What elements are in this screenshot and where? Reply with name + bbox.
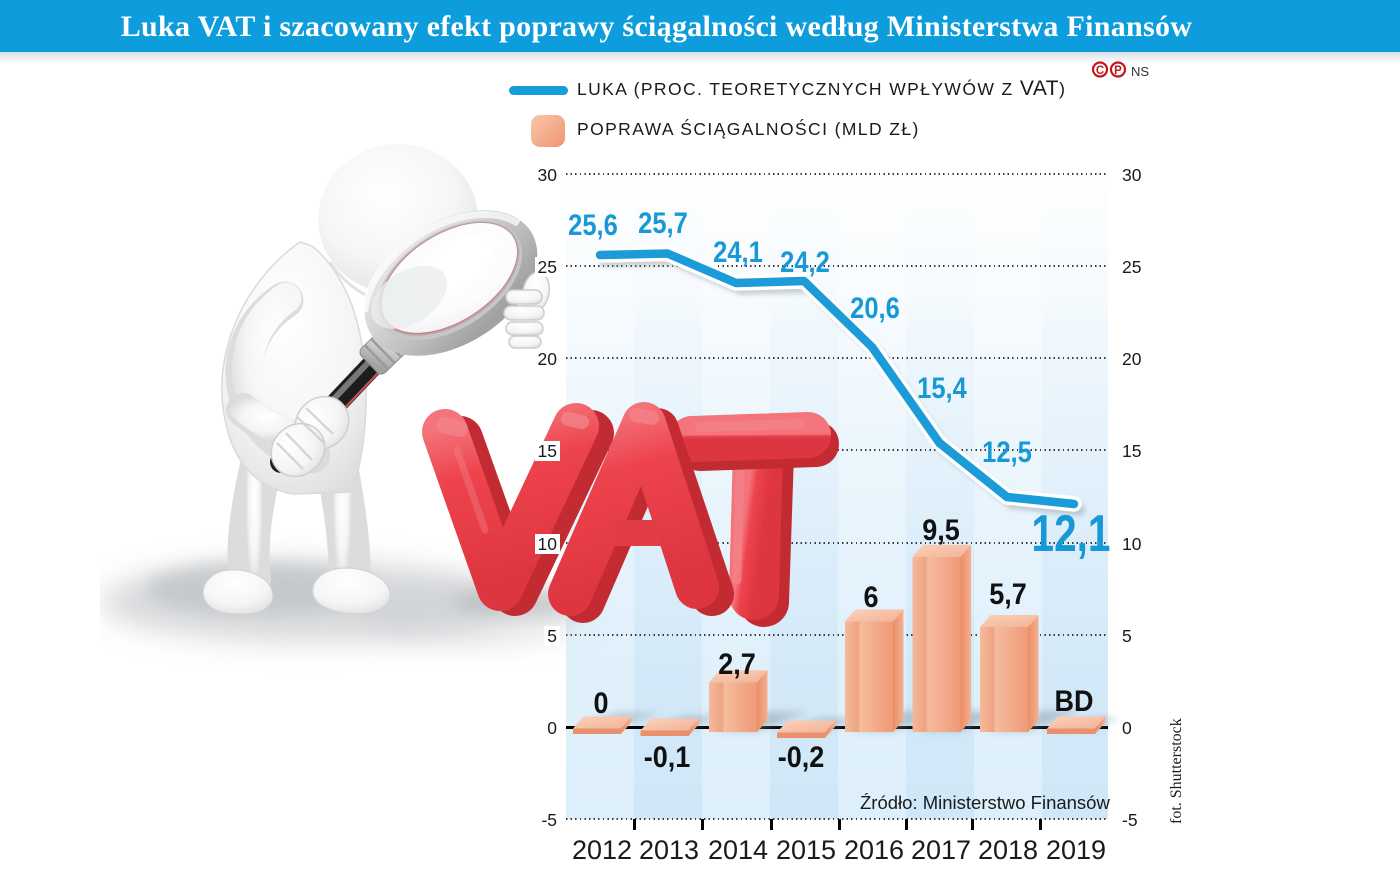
svg-text:P: P bbox=[1114, 65, 1122, 77]
svg-text:C: C bbox=[1096, 65, 1104, 77]
